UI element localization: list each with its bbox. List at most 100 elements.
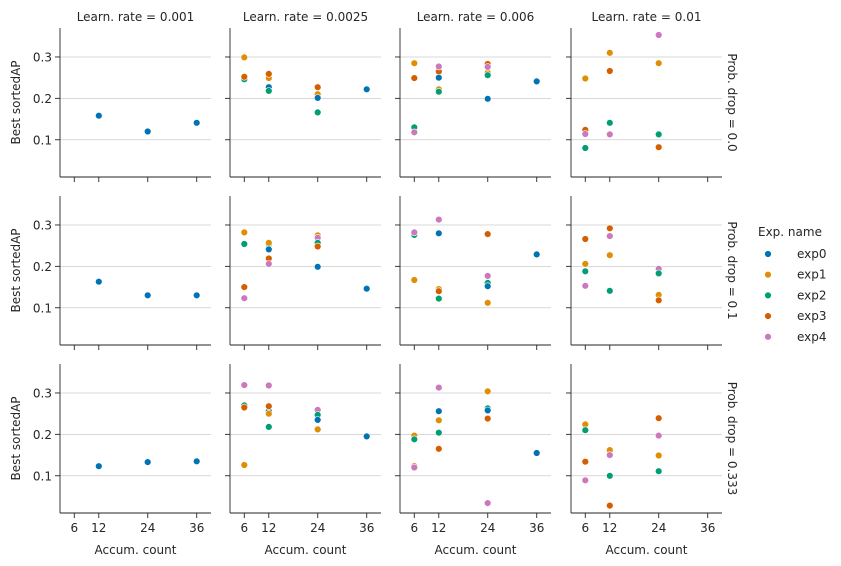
x-tick-label: 6 (240, 521, 248, 535)
data-point-exp3 (606, 67, 614, 75)
x-tick-label: 6 (581, 521, 589, 535)
data-point-exp3 (606, 224, 614, 233)
legend-label-exp0: exp0 (797, 247, 827, 261)
data-point-exp2 (654, 467, 663, 475)
data-point-exp4 (606, 451, 614, 459)
x-tick-label: 12 (431, 521, 446, 535)
data-point-exp3 (581, 458, 589, 466)
data-point-exp1 (314, 425, 322, 434)
x-axis-label: Accum. count (606, 543, 688, 557)
column-title: Learn. rate = 0.0025 (243, 10, 368, 24)
x-tick-label: 36 (189, 521, 204, 535)
data-point-exp1 (265, 410, 273, 418)
data-point-exp3 (484, 414, 492, 423)
data-point-exp3 (435, 287, 443, 295)
data-point-exp0 (435, 407, 443, 415)
data-point-exp0 (314, 416, 322, 424)
data-point-exp2 (581, 144, 589, 152)
data-point-exp0 (484, 95, 492, 103)
data-point-exp4 (581, 130, 589, 138)
data-point-exp4 (265, 381, 273, 390)
row-title: Prob. drop = 0.333 (725, 382, 739, 496)
legend-label-exp3: exp3 (797, 309, 827, 323)
data-point-exp4 (410, 128, 418, 137)
data-point-exp0 (144, 127, 152, 136)
data-point-exp0 (95, 111, 103, 120)
data-point-exp0 (95, 278, 103, 286)
data-point-exp4 (581, 282, 589, 290)
y-tick-label: 0.2 (33, 92, 52, 106)
y-tick-label: 0.2 (33, 260, 52, 274)
data-point-exp1 (606, 251, 614, 259)
y-axis-label: Best sortedAP (9, 60, 23, 144)
data-point-exp4 (484, 499, 492, 507)
y-tick-label: 0.1 (33, 469, 52, 483)
row-title: Prob. drop = 0.1 (725, 221, 739, 319)
legend-label-exp2: exp2 (797, 288, 827, 302)
data-point-exp1 (654, 59, 663, 67)
data-point-exp0 (193, 457, 201, 465)
y-tick-label: 0.1 (33, 301, 52, 315)
legend-marker-exp3 (764, 312, 772, 320)
data-point-exp1 (410, 276, 418, 284)
data-point-exp1 (484, 387, 492, 395)
data-point-exp3 (240, 403, 249, 412)
data-point-exp3 (314, 242, 322, 251)
data-point-exp2 (606, 119, 614, 127)
legend-label-exp4: exp4 (797, 330, 827, 344)
data-point-exp3 (240, 283, 249, 291)
y-tick-label: 0.2 (33, 428, 52, 442)
y-axis-label: Best sortedAP (9, 228, 23, 312)
data-point-exp4 (265, 260, 273, 268)
data-point-exp2 (435, 87, 443, 96)
data-point-exp4 (435, 215, 443, 224)
data-point-exp1 (606, 49, 614, 57)
data-point-exp3 (410, 74, 418, 82)
data-point-exp3 (606, 501, 614, 510)
y-axis-label: Best sortedAP (9, 396, 23, 480)
data-point-exp0 (532, 77, 541, 86)
data-point-exp2 (606, 287, 614, 295)
data-point-exp2 (435, 429, 443, 437)
data-point-exp2 (484, 71, 492, 79)
column-title: Learn. rate = 0.006 (417, 10, 535, 24)
data-point-exp2 (606, 472, 614, 480)
data-point-exp0 (484, 282, 492, 290)
data-point-exp1 (240, 53, 249, 62)
data-point-exp3 (265, 402, 273, 410)
data-point-exp1 (240, 228, 249, 237)
grid-layer (60, 56, 722, 477)
x-tick-label: 12 (261, 521, 276, 535)
axes-layer (55, 28, 722, 518)
legend-marker-exp2 (764, 291, 772, 300)
column-title: Learn. rate = 0.001 (77, 10, 195, 24)
data-point-exp4 (240, 294, 249, 302)
x-tick-label: 6 (70, 521, 78, 535)
x-tick-label: 24 (310, 521, 325, 535)
data-point-exp4 (581, 476, 589, 484)
x-tick-label: 12 (602, 521, 617, 535)
points-layer (95, 31, 663, 510)
data-point-exp1 (581, 74, 589, 83)
x-tick-label: 24 (651, 521, 666, 535)
data-point-exp0 (363, 285, 371, 293)
data-point-exp4 (606, 130, 614, 139)
data-point-exp4 (435, 383, 443, 392)
data-point-exp1 (265, 239, 273, 247)
data-point-exp2 (654, 269, 663, 278)
y-tick-label: 0.3 (33, 386, 52, 400)
data-point-exp0 (314, 263, 322, 271)
data-point-exp4 (240, 381, 249, 389)
data-point-exp2 (581, 267, 589, 275)
data-point-exp0 (363, 85, 371, 94)
data-point-exp3 (435, 445, 443, 453)
data-point-exp0 (363, 432, 371, 441)
labels-layer: 0.1 0.2 0.3 Best sortedAP Prob. drop = 0.0 0.… (9, 10, 739, 557)
data-point-exp0 (265, 245, 273, 254)
x-tick-label: 36 (700, 521, 715, 535)
data-point-exp2 (581, 426, 589, 434)
data-point-exp4 (654, 31, 663, 39)
data-point-exp0 (314, 94, 322, 102)
data-point-exp1 (410, 59, 418, 67)
